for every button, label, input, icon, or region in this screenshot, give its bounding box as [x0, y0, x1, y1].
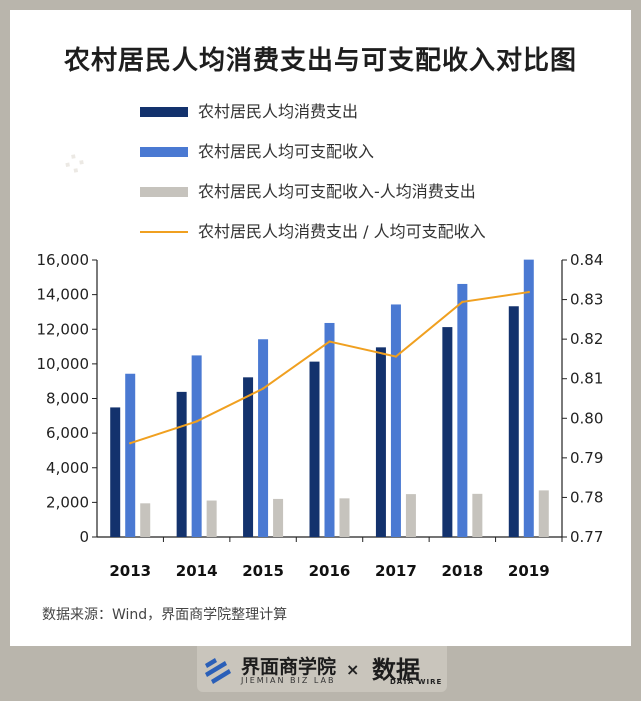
y-right-tick-label: 0.82: [570, 330, 603, 348]
y-right-tick-label: 0.78: [570, 488, 603, 506]
datawire-logo: 数据 DATA WIRE: [372, 650, 442, 688]
bar-income: [523, 259, 534, 537]
footer-badge: [197, 646, 447, 692]
y-right-tick-label: 0.80: [570, 409, 603, 427]
chart-title: 农村居民人均消费支出与可支配收入对比图: [63, 46, 577, 76]
bar-income: [390, 304, 401, 537]
jiemian-logo: 界面商学院 JIEMIAN BIZ LAB: [203, 652, 337, 688]
y-right-tick-label: 0.81: [570, 370, 603, 388]
y-left-tick-label: 6,000: [46, 424, 89, 442]
x-tick-label: 2015: [242, 562, 284, 580]
y-left-tick-label: 2,000: [46, 493, 89, 511]
legend-label-gap: 农村居民人均可支配收入-人均消费支出: [198, 182, 476, 201]
legend-swatch-ratio: [140, 231, 188, 233]
x-tick-label: 2017: [375, 562, 417, 580]
bar-gap: [405, 494, 416, 537]
labels-layer: 0 2,000 4,000 6,000 8,000 10,000 12,000 14,000 1…: [37, 251, 604, 580]
bar-gap: [273, 498, 284, 537]
x-tick-label: 2019: [508, 562, 550, 580]
y-left-tick-label: 8,000: [46, 390, 89, 408]
line-layer: [129, 290, 530, 445]
datawire-logo-en: DATA WIRE: [390, 678, 443, 686]
source-note: 数据来源：Wind，界面商学院整理计算: [42, 607, 288, 623]
bar-income: [457, 283, 468, 537]
ratio-point: [261, 387, 265, 390]
datawire-logo-cn: 数据: [372, 655, 420, 684]
x-tick-label: 2014: [176, 562, 218, 580]
bar-gap: [339, 498, 350, 537]
bar-consumption: [442, 327, 453, 537]
legend-label-consumption: 农村居民人均消费支出: [198, 102, 359, 121]
legend-swatch-gap: [140, 187, 188, 197]
y-left-tick-label: 12,000: [37, 320, 90, 338]
bar-gap: [472, 493, 483, 537]
bar-consumption: [243, 377, 254, 537]
bar-income: [258, 339, 269, 537]
brand-separator: ×: [346, 660, 360, 679]
y-left-tick-label: 10,000: [37, 355, 90, 373]
y-left-tick-label: 4,000: [46, 459, 89, 477]
legend-label-income: 农村居民人均可支配收入: [198, 142, 375, 161]
bars-layer: [110, 259, 549, 537]
y-left-tick-label: 0: [79, 528, 89, 546]
y-left-tick-label: 16,000: [37, 251, 90, 269]
y-right-tick-label: 0.84: [570, 251, 603, 269]
ratio-point: [394, 355, 398, 358]
y-left-tick-label: 14,000: [37, 286, 90, 304]
ratio-point: [328, 340, 331, 343]
bar-consumption: [309, 361, 320, 537]
bar-consumption: [176, 391, 187, 537]
y-right-tick-label: 0.79: [570, 449, 603, 467]
bar-income: [125, 373, 136, 537]
bar-gap: [538, 490, 549, 537]
bar-consumption: [375, 347, 386, 537]
legend-label-ratio: 农村居民人均消费支出 / 人均可支配收入: [198, 222, 486, 241]
ratio-point: [195, 420, 198, 423]
bar-gap: [140, 503, 151, 537]
legend-swatch-consumption: [140, 107, 188, 117]
bar-gap: [206, 500, 217, 537]
y-right-tick-label: 0.77: [570, 528, 603, 546]
y-right-tick-label: 0.83: [570, 291, 603, 309]
legend-swatch-income: [140, 147, 188, 157]
ratio-point: [461, 300, 464, 304]
bar-income: [324, 322, 335, 537]
bar-consumption: [110, 407, 121, 537]
jiemian-logo-en: JIEMIAN BIZ LAB: [241, 676, 336, 685]
x-tick-label: 2013: [109, 562, 151, 580]
x-tick-label: 2016: [309, 562, 351, 580]
jiemian-logo-mark-icon: [205, 658, 231, 684]
bar-income: [191, 355, 202, 537]
ratio-point: [129, 442, 132, 445]
x-tick-label: 2018: [441, 562, 483, 580]
bar-consumption: [508, 306, 519, 537]
jiemian-logo-cn: 界面商学院: [241, 656, 337, 678]
ratio-point: [527, 290, 530, 294]
